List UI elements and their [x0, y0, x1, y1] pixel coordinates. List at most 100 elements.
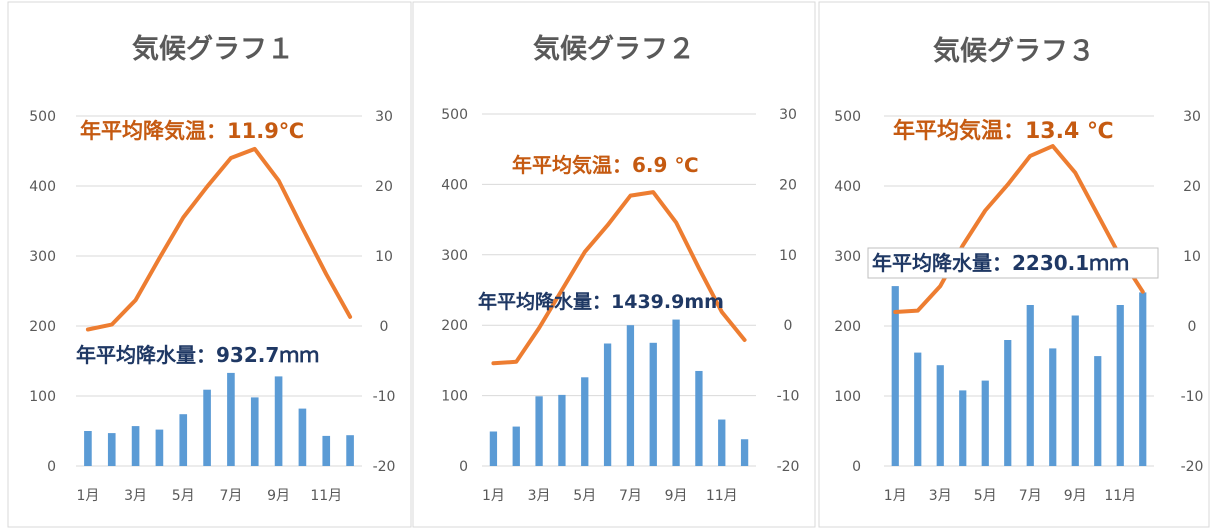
x-tick-label: 3月 [929, 488, 952, 504]
precip-bar [1026, 305, 1034, 466]
precip-bar [1049, 348, 1057, 466]
temperature-annotation: 年平均気温：6.9 ℃ [512, 153, 699, 177]
precip-bar [274, 376, 283, 466]
y-left-tick-label: 200 [441, 318, 468, 334]
y-left-tick-label: 0 [459, 459, 468, 475]
precip-bar [1004, 340, 1012, 466]
temperature-line [491, 190, 747, 366]
y-left-tick-label: 100 [441, 389, 468, 405]
temperature-annotation: 年平均降気温：11.9℃ [80, 119, 304, 143]
y-right-tick-label: -10 [777, 389, 800, 405]
y-right-tick-label: 30 [375, 109, 393, 125]
x-tick-label: 5月 [974, 488, 997, 504]
x-tick-label: 7月 [619, 488, 642, 504]
x-tick-label: 9月 [665, 488, 688, 504]
y-right-tick-label: 30 [779, 107, 797, 123]
y-right-tick-label: 20 [779, 177, 797, 193]
chart-panel-2: 気候グラフ２ 0 100 200 300 400 500 -20 -10 0 10 20 30 1月 3月 5… [412, 1, 816, 528]
x-tick-label: 5月 [573, 488, 596, 504]
temperature-annotation: 年平均気温：13.4 ℃ [893, 118, 1114, 144]
chart-title: 気候グラフ３ [933, 35, 1095, 67]
precip-bar [131, 426, 140, 466]
precip-bar [203, 389, 211, 466]
chart-title: 気候グラフ２ [533, 33, 695, 65]
precip-bar [959, 390, 967, 466]
y-right-tick-label: 0 [380, 319, 389, 335]
precip-bar [346, 435, 354, 466]
precip-bar [936, 365, 944, 466]
x-tick-label: 11月 [706, 488, 738, 504]
precip-bar [581, 377, 589, 466]
y-right-tick-label: 20 [1183, 179, 1201, 195]
x-tick-label: 1月 [884, 488, 907, 504]
precip-bar [981, 380, 989, 466]
precip-bar [489, 431, 498, 466]
y-left-tick-label: 0 [47, 459, 56, 475]
precip-bar [672, 319, 680, 466]
precip-bar [227, 372, 235, 466]
x-tick-label: 9月 [1064, 488, 1087, 504]
x-tick-label: 1月 [76, 488, 99, 504]
y-left-tick-label: 0 [852, 459, 861, 475]
annotation-box [867, 247, 1159, 279]
x-tick-label: 11月 [310, 488, 342, 504]
chart-frame [412, 1, 816, 528]
y-left-tick-label: 200 [834, 319, 861, 335]
chart-panel-3: 気候グラフ３ 0 100 200 300 400 500 -20 -10 0 10 20 30 1月 3月 5… [818, 1, 1210, 528]
y-right-tick-label: 10 [375, 249, 393, 265]
x-tick-label: 5月 [172, 488, 195, 504]
y-right-tick-label: -10 [373, 389, 396, 405]
precip-bar [740, 439, 749, 466]
chart-panel-1: 気候グラフ１ 0 100 200 300 400 500 -20 -10 0 10 20 30 1月 3月 5… [7, 1, 412, 528]
precip-bar [626, 325, 635, 466]
y-left-tick-label: 300 [29, 249, 56, 265]
precipitation-annotation: 年平均降水量：1439.9mm [478, 290, 724, 313]
y-left-tick-label: 300 [441, 248, 468, 264]
precip-bar [250, 397, 259, 466]
precip-bar [84, 431, 92, 466]
x-tick-label: 7月 [219, 488, 242, 504]
y-right-tick-label: 10 [779, 248, 797, 264]
precip-bar [1116, 305, 1124, 466]
precip-bar [298, 408, 307, 466]
y-right-tick-label: 0 [784, 318, 793, 334]
y-left-tick-label: 100 [834, 389, 861, 405]
precip-bar [107, 433, 116, 466]
precip-bar [649, 342, 657, 466]
y-right-tick-label: -20 [777, 459, 800, 475]
precip-bar [558, 394, 566, 466]
y-left-tick-label: 400 [441, 177, 468, 193]
y-right-tick-label: 30 [1183, 109, 1201, 125]
temperature-line [893, 144, 1145, 314]
x-tick-label: 11月 [1104, 488, 1136, 504]
y-right-tick-label: -10 [1181, 389, 1204, 405]
y-left-tick-label: 100 [29, 389, 56, 405]
precip-bar [322, 435, 331, 466]
y-left-tick-label: 200 [29, 319, 56, 335]
precipitation-annotation: 年平均降水量：2230.1ｍｍ [872, 251, 1129, 275]
precip-bar [891, 286, 899, 466]
y-right-tick-label: -20 [1181, 459, 1204, 475]
x-tick-label: 3月 [528, 488, 551, 504]
precip-bar [1071, 315, 1079, 466]
x-tick-label: 1月 [482, 488, 505, 504]
precip-bar [155, 429, 164, 466]
y-left-tick-label: 400 [29, 179, 56, 195]
precip-bar [179, 414, 188, 466]
y-right-tick-label: 10 [1183, 249, 1201, 265]
chart-title: 気候グラフ１ [132, 33, 294, 65]
precip-bar [914, 352, 922, 466]
y-left-tick-label: 500 [441, 107, 468, 123]
y-right-tick-label: -20 [373, 459, 396, 475]
x-tick-label: 7月 [1019, 488, 1042, 504]
x-tick-label: 3月 [124, 488, 147, 504]
precip-bar [535, 396, 543, 466]
temperature-line [85, 146, 353, 332]
precip-bar [718, 419, 726, 466]
y-right-tick-label: 0 [1188, 319, 1197, 335]
y-left-tick-label: 300 [834, 249, 861, 265]
precip-bar [512, 426, 520, 466]
y-left-tick-label: 400 [834, 179, 861, 195]
y-right-tick-label: 20 [375, 179, 393, 195]
